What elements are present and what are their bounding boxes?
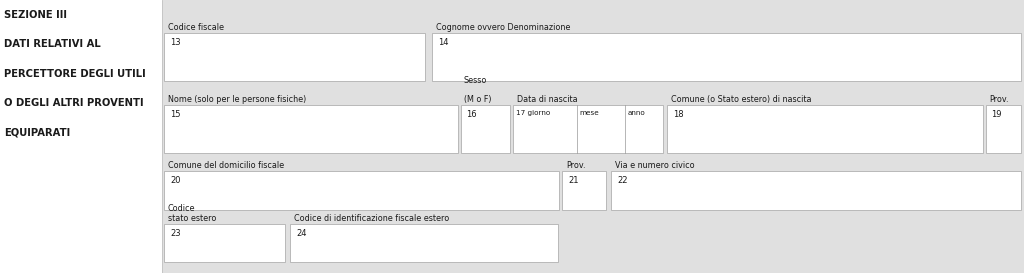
- Bar: [164, 224, 285, 262]
- Text: 13: 13: [170, 38, 180, 47]
- Text: mese: mese: [580, 110, 599, 116]
- Text: 15: 15: [170, 110, 180, 119]
- Text: Data di nascita: Data di nascita: [517, 95, 578, 104]
- Bar: [461, 105, 510, 153]
- Text: Comune (o Stato estero) di nascita: Comune (o Stato estero) di nascita: [671, 95, 811, 104]
- Text: 20: 20: [170, 176, 180, 185]
- Text: Codice fiscale: Codice fiscale: [168, 23, 224, 32]
- Text: Codice di identificazione fiscale estero: Codice di identificazione fiscale estero: [294, 214, 450, 223]
- Text: Comune del domicilio fiscale: Comune del domicilio fiscale: [168, 161, 284, 170]
- Text: 23: 23: [170, 229, 180, 238]
- Text: 21: 21: [568, 176, 579, 185]
- Text: 16: 16: [466, 110, 476, 119]
- Text: Nome (solo per le persone fisiche): Nome (solo per le persone fisiche): [168, 95, 306, 104]
- Bar: [164, 33, 425, 81]
- Text: Sesso: Sesso: [464, 76, 487, 85]
- Bar: [164, 171, 559, 210]
- Bar: [432, 33, 1021, 81]
- Text: anno: anno: [628, 110, 645, 116]
- Text: SEZIONE III: SEZIONE III: [4, 10, 68, 20]
- Text: Prov.: Prov.: [566, 161, 586, 170]
- Text: (M o F): (M o F): [464, 95, 492, 104]
- Text: PERCETTORE DEGLI UTILI: PERCETTORE DEGLI UTILI: [4, 69, 145, 79]
- Text: Prov.: Prov.: [989, 95, 1009, 104]
- Text: 18: 18: [673, 110, 683, 119]
- Text: Via e numero civico: Via e numero civico: [615, 161, 695, 170]
- Text: 22: 22: [617, 176, 628, 185]
- Text: 24: 24: [296, 229, 306, 238]
- Bar: [667, 105, 983, 153]
- Text: 19: 19: [991, 110, 1001, 119]
- Bar: [290, 224, 558, 262]
- Text: Codice: Codice: [168, 204, 196, 213]
- Bar: [562, 171, 606, 210]
- Bar: [513, 105, 663, 153]
- Text: stato estero: stato estero: [168, 214, 216, 223]
- Text: DATI RELATIVI AL: DATI RELATIVI AL: [4, 39, 100, 49]
- Bar: [164, 105, 458, 153]
- Text: Cognome ovvero Denominazione: Cognome ovvero Denominazione: [436, 23, 570, 32]
- Text: 14: 14: [438, 38, 449, 47]
- Bar: [986, 105, 1021, 153]
- Text: EQUIPARATI: EQUIPARATI: [4, 127, 71, 138]
- Bar: [611, 171, 1021, 210]
- Bar: [0, 0, 162, 273]
- Text: O DEGLI ALTRI PROVENTI: O DEGLI ALTRI PROVENTI: [4, 98, 143, 108]
- Text: 17 giorno: 17 giorno: [516, 110, 550, 116]
